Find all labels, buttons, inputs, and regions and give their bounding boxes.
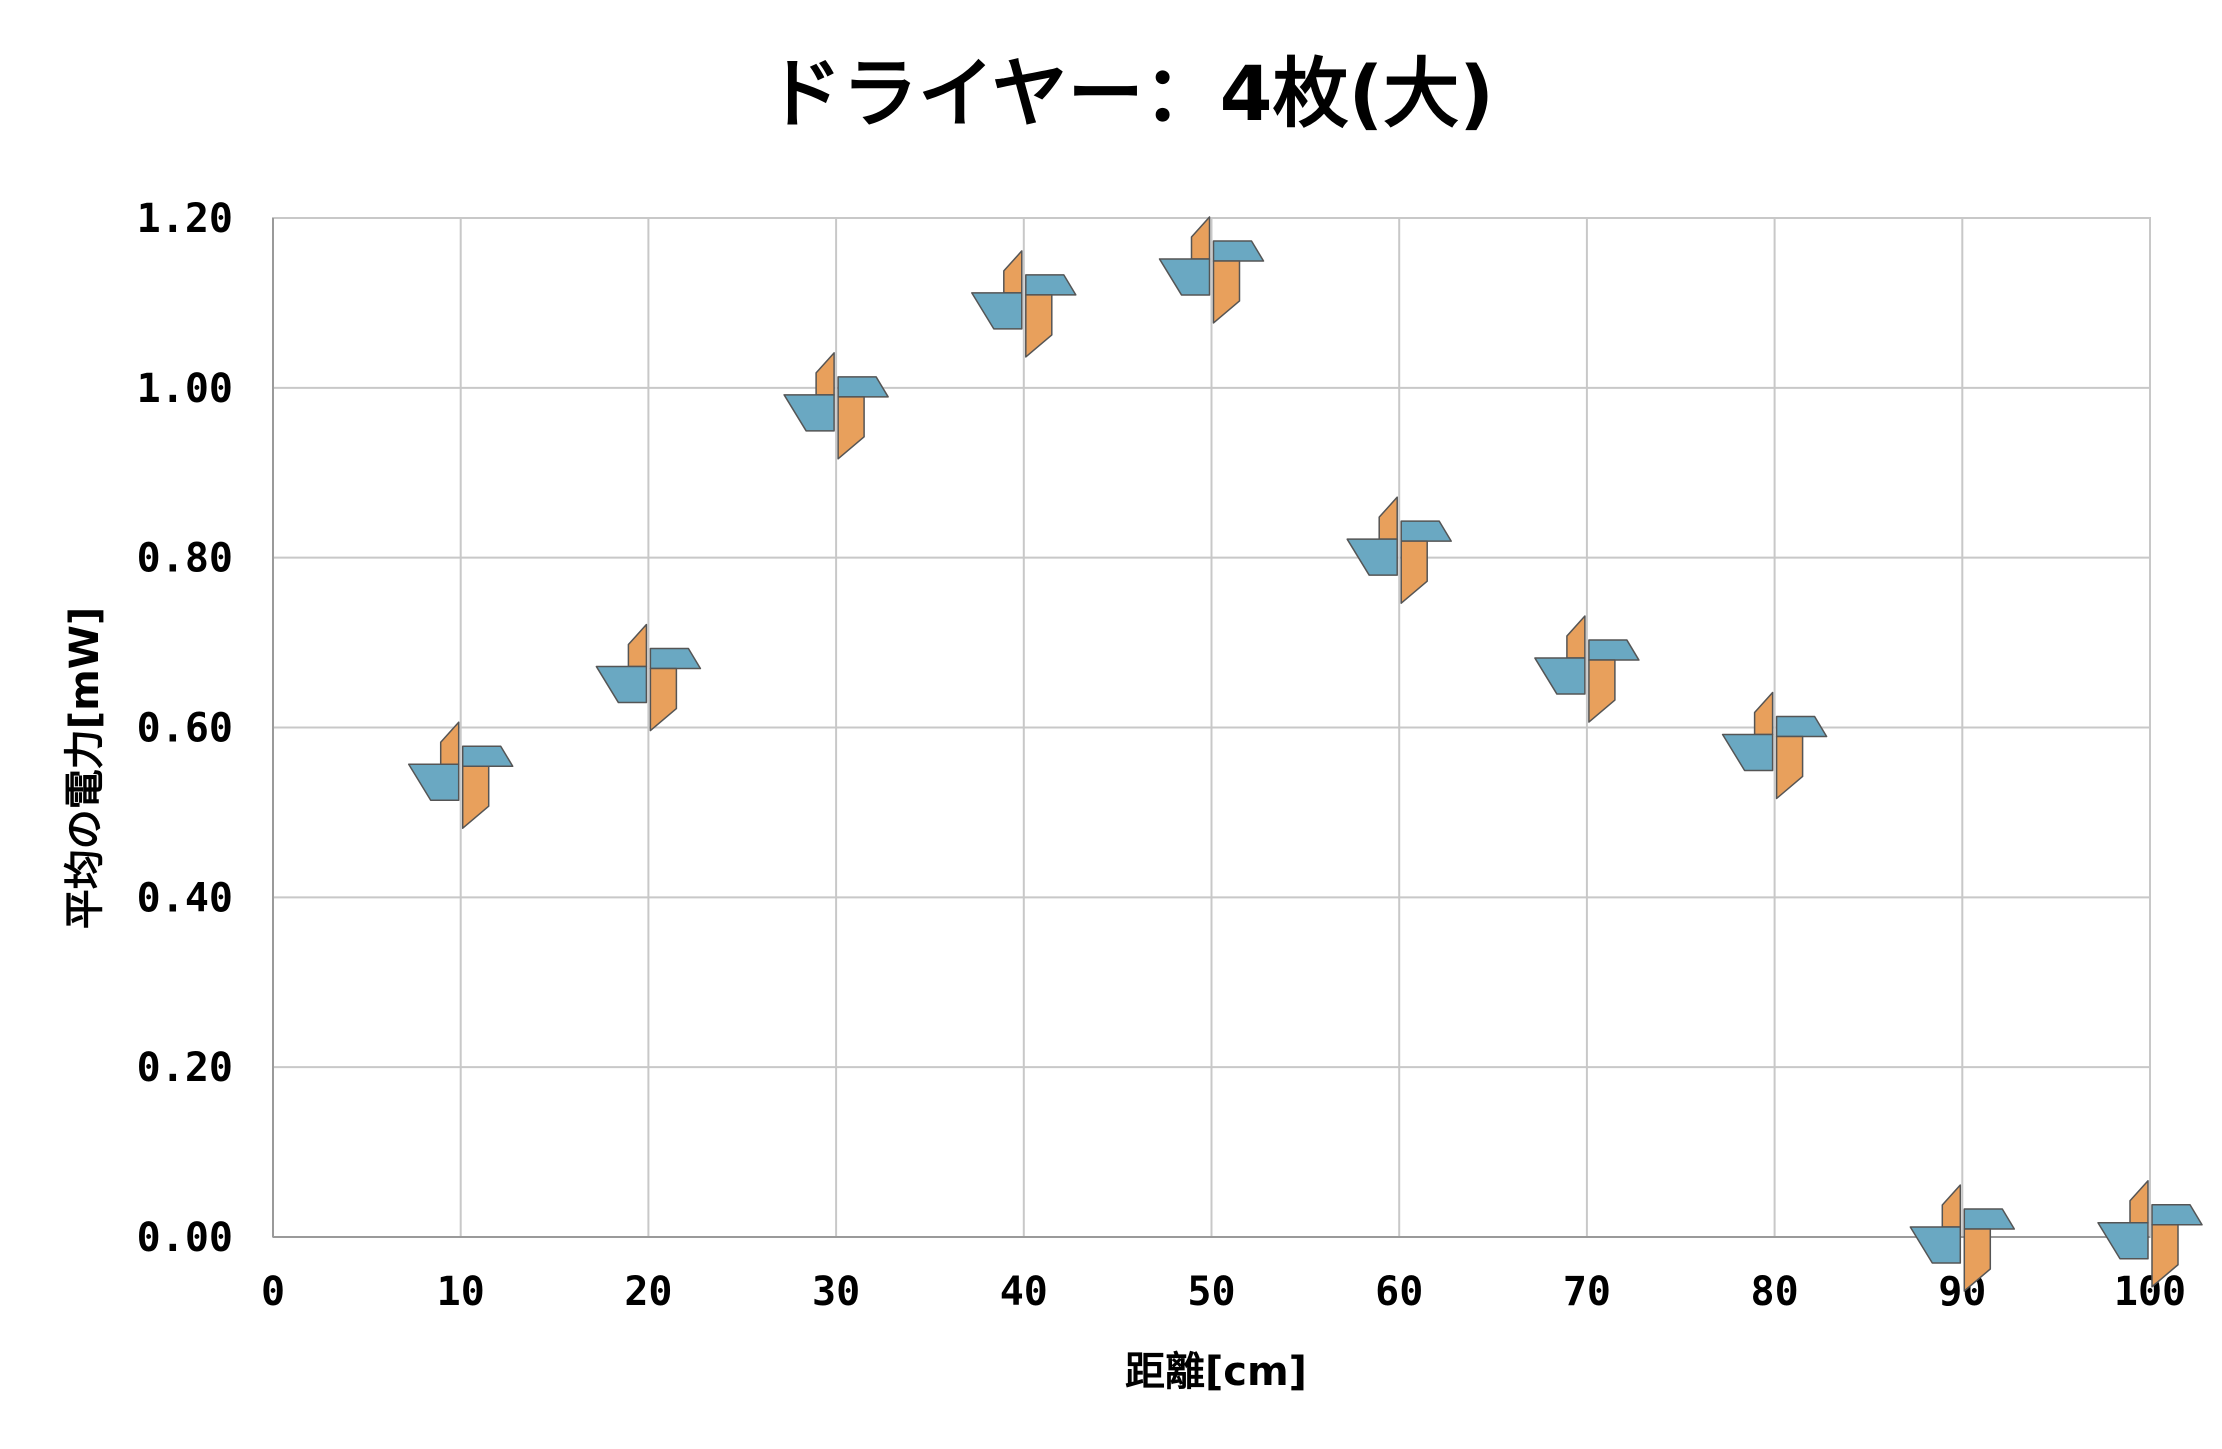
pinwheel-blade [1400, 540, 1428, 604]
grid-lines [273, 217, 2151, 1237]
pinwheel-blade [837, 376, 889, 398]
chart-title: ドライヤー：4枚(大) [766, 49, 1494, 138]
pinwheel-blade [1775, 735, 1804, 800]
pinwheel-blade [1400, 520, 1452, 542]
pinwheel-blade [1963, 1228, 1992, 1292]
pinwheel-blade [1909, 1226, 1962, 1264]
pinwheel-blade [461, 745, 514, 767]
pinwheel-blade [1566, 615, 1586, 659]
pinwheel-blade [1588, 639, 1640, 661]
y-tick-label: 0.00 [137, 1215, 233, 1261]
pinwheel-icon [1909, 1184, 2016, 1292]
pinwheel-blade [1775, 715, 1828, 738]
x-tick-label: 70 [1563, 1269, 1611, 1315]
x-tick-label: 80 [1751, 1269, 1799, 1315]
y-tick-label: 1.20 [137, 196, 233, 242]
x-axis-title: 距離[cm] [1125, 1349, 1307, 1395]
pinwheel-blade [815, 352, 835, 396]
pinwheel-blade [2129, 1180, 2149, 1224]
pinwheel-blade [837, 396, 865, 460]
pinwheel-icon [1534, 615, 1640, 723]
x-tick-label: 100 [2114, 1269, 2186, 1315]
x-tick-label: 50 [1187, 1269, 1235, 1315]
pinwheel-blade [1378, 496, 1398, 540]
pinwheel-blade [783, 394, 835, 432]
pinwheel-blade [1025, 294, 1053, 358]
x-tick-label: 30 [812, 1269, 860, 1315]
pinwheel-blade [1346, 538, 1398, 576]
pinwheel-icon [1158, 216, 1265, 324]
pinwheel-blade [1190, 216, 1211, 260]
pinwheel-blade [649, 667, 678, 732]
pinwheel-blade [1003, 250, 1023, 294]
pinwheel-blade [407, 763, 460, 801]
pinwheel-blade [649, 647, 702, 670]
y-tick-label: 0.60 [137, 706, 233, 752]
y-tick-label: 0.80 [137, 536, 233, 582]
x-tick-label: 10 [437, 1269, 485, 1315]
pinwheel-icon [783, 352, 889, 460]
axes [272, 217, 2151, 1238]
pinwheel-blade [1721, 733, 1774, 772]
x-tick-labels: 0 10 20 30 40 50 60 70 80 90 100 [261, 1269, 2186, 1315]
pinwheel-blade [1534, 657, 1586, 695]
y-tick-label: 0.40 [137, 875, 233, 921]
pinwheel-icon [1346, 496, 1452, 604]
pinwheel-blade [461, 765, 490, 829]
y-tick-labels: 0.00 0.20 0.40 0.60 0.80 1.00 1.20 [137, 196, 233, 1261]
pinwheel-blade [1025, 274, 1077, 296]
x-tick-label: 0 [261, 1269, 285, 1315]
pinwheel-blade [1941, 1184, 1962, 1228]
x-tick-label: 40 [1000, 1269, 1048, 1315]
y-tick-label: 1.00 [137, 366, 233, 412]
pinwheel-blade [1753, 691, 1774, 736]
x-tick-label: 60 [1375, 1269, 1423, 1315]
pinwheel-blade [1588, 659, 1616, 723]
pinwheel-blade [1212, 240, 1265, 262]
pinwheel-blade [439, 721, 460, 765]
pinwheel-blade [1158, 258, 1211, 296]
pinwheel-blade [1963, 1208, 2016, 1230]
pinwheel-icon [971, 250, 1077, 358]
pinwheel-blade [971, 292, 1023, 330]
y-axis-title: 平均の電力[mW] [62, 607, 108, 929]
pinwheel-icon [1721, 691, 1828, 800]
pinwheel-blade [595, 665, 648, 704]
pinwheel-blade [2151, 1224, 2179, 1288]
pinwheel-blade [2151, 1204, 2203, 1226]
data-points [407, 216, 2203, 1292]
pinwheel-blade [627, 623, 648, 668]
pinwheel-icon [2097, 1180, 2203, 1288]
pinwheel-icon [595, 623, 702, 732]
pinwheel-blade [2097, 1222, 2149, 1260]
y-tick-label: 0.20 [137, 1045, 233, 1091]
plot-area: 0 10 20 30 40 50 60 70 80 90 100 0.000.200.400.600… [137, 196, 2203, 1315]
pinwheel-icon [407, 721, 514, 829]
x-tick-label: 20 [624, 1269, 672, 1315]
pinwheel-blade [1212, 260, 1241, 324]
